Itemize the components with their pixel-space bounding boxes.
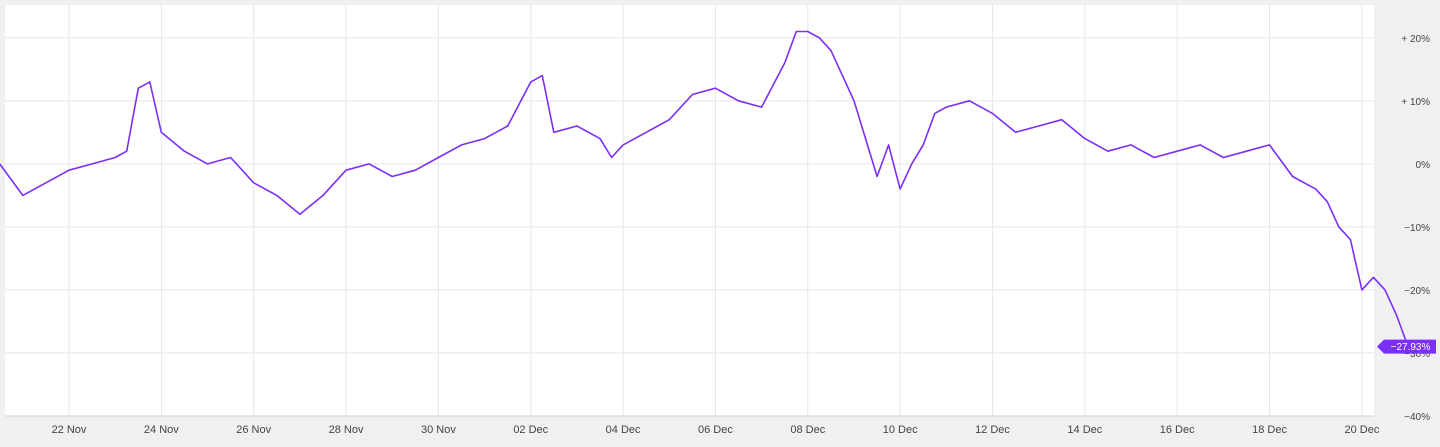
x-tick-label: 24 Nov <box>144 424 179 436</box>
y-tick-label: −30% <box>1404 349 1430 360</box>
x-tick-label: 10 Dec <box>883 424 918 436</box>
x-tick-label: 14 Dec <box>1067 424 1102 436</box>
y-axis: + 20% + 10% 0% −10% −20% −30% −40% <box>1401 34 1430 423</box>
x-tick-label: 20 Dec <box>1344 424 1379 436</box>
x-tick-label: 26 Nov <box>236 424 271 436</box>
x-tick-label: 28 Nov <box>329 424 364 436</box>
plot-area <box>5 5 1374 416</box>
x-tick-label: 02 Dec <box>513 424 548 436</box>
x-tick-label: 30 Nov <box>421 424 456 436</box>
y-tick-label: −20% <box>1404 286 1430 297</box>
series-line <box>0 30 1409 347</box>
y-tick-label: −40% <box>1404 412 1430 423</box>
y-tick-label: + 10% <box>1401 97 1430 108</box>
vertical-gridlines <box>68 5 1363 416</box>
x-tick-label: 16 Dec <box>1160 424 1195 436</box>
x-tick-label: 06 Dec <box>698 424 733 436</box>
last-value-label: −27.93% <box>1391 342 1431 353</box>
y-tick-label: 0% <box>1416 160 1431 171</box>
x-axis: 22 Nov 24 Nov 26 Nov 28 Nov 30 Nov 02 Dec 04 D… <box>5 415 1380 436</box>
last-value-badge: −27.93% <box>1377 339 1436 354</box>
y-tick-label: + 20% <box>1401 34 1430 45</box>
x-tick-label: 12 Dec <box>975 424 1010 436</box>
x-tick-label: 22 Nov <box>52 424 87 436</box>
y-tick-label: −10% <box>1404 223 1430 234</box>
last-value-badge-shape <box>1377 339 1436 354</box>
x-tick-label: 04 Dec <box>606 424 641 436</box>
x-tick-label: 18 Dec <box>1252 424 1287 436</box>
x-tick-label: 08 Dec <box>790 424 825 436</box>
